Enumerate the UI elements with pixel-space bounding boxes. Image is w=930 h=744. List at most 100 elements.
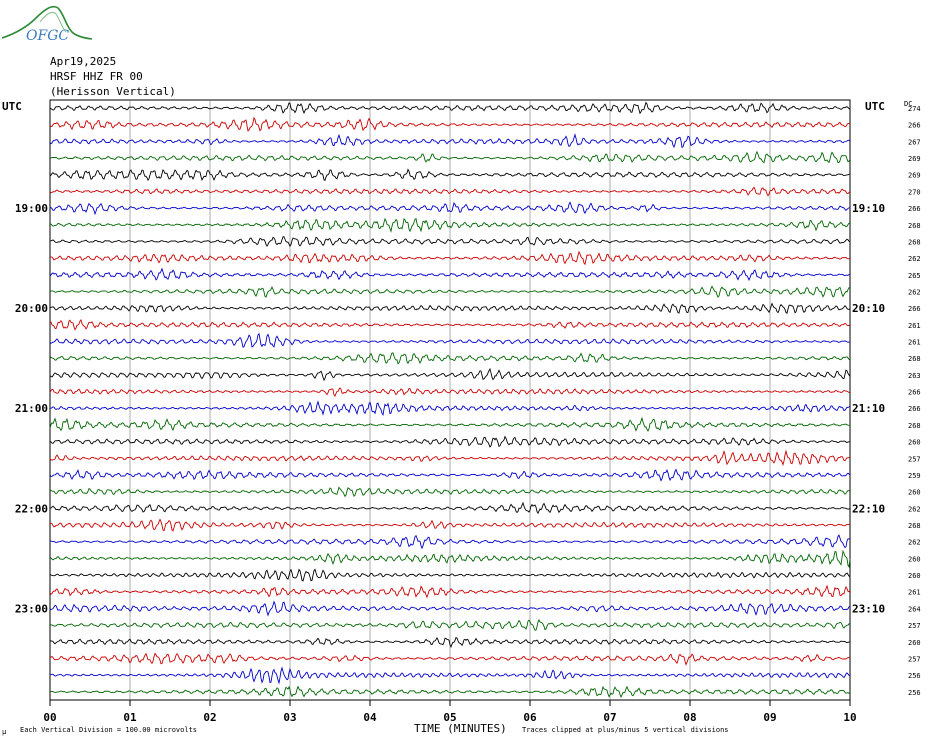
logo-text: OFGC xyxy=(26,28,69,44)
dc-offset-row-4: 269 xyxy=(908,155,921,163)
dc-offset-row-3: 267 xyxy=(908,138,921,146)
trace-row-18 xyxy=(49,387,851,398)
left-time-label-2200: 22:00 xyxy=(15,502,48,515)
dc-offset-row-10: 262 xyxy=(908,255,921,263)
dc-offset-row-18: 266 xyxy=(908,389,921,397)
trace-row-20 xyxy=(49,416,851,432)
left-time-label-2100: 21:00 xyxy=(15,402,48,415)
x-tick-label-09: 09 xyxy=(763,711,776,724)
trace-row-9 xyxy=(49,236,851,248)
trace-row-30 xyxy=(49,584,851,599)
dc-offset-row-29: 260 xyxy=(908,572,921,580)
x-tick-label-10: 10 xyxy=(843,711,856,724)
dc-offset-row-16: 268 xyxy=(908,355,921,363)
left-time-label-2000: 20:00 xyxy=(15,302,48,315)
dc-offset-row-21: 260 xyxy=(908,439,921,447)
trace-row-21 xyxy=(49,435,851,448)
trace-row-17 xyxy=(49,367,851,382)
dc-offset-row-20: 268 xyxy=(908,422,921,430)
dc-offset-row-2: 266 xyxy=(908,122,921,130)
trace-row-15 xyxy=(49,332,851,348)
trace-row-35 xyxy=(49,666,851,685)
seismic-traces xyxy=(49,101,851,699)
dc-offset-row-9: 268 xyxy=(908,238,921,246)
x-axis-ticks: 00 01 02 03 04 05 06 07 08 09 10 xyxy=(43,700,857,724)
dc-offset-row-8: 268 xyxy=(908,222,921,230)
dc-offset-row-11: 265 xyxy=(908,272,921,280)
ofgc-logo: OFGC xyxy=(1,5,93,44)
dc-offset-row-14: 261 xyxy=(908,322,921,330)
logo-hill-shadow xyxy=(39,11,67,33)
dc-offset-row-34: 257 xyxy=(908,655,921,663)
x-tick-label-00: 00 xyxy=(43,711,56,724)
x-tick-label-02: 02 xyxy=(203,711,216,724)
trace-row-25 xyxy=(49,501,851,515)
trace-row-19 xyxy=(49,400,851,417)
trace-row-12 xyxy=(49,285,851,298)
dc-offset-row-28: 260 xyxy=(908,555,921,563)
x-tick-label-07: 07 xyxy=(603,711,616,724)
right-time-label-1910: 19:10 xyxy=(852,202,885,215)
right-time-label-2010: 20:10 xyxy=(852,302,885,315)
dc-offset-row-22: 257 xyxy=(908,455,921,463)
time-labels: 19:00 20:00 21:00 22:00 23:00 19:10 20:10 21:10… xyxy=(15,202,885,615)
scale-note: Each Vertical Division = 100.00 microvol… xyxy=(20,726,197,734)
vertical-grid xyxy=(129,100,771,700)
dc-offset-row-36: 256 xyxy=(908,689,921,697)
trace-row-32 xyxy=(49,618,851,631)
dc-offset-row-15: 261 xyxy=(908,339,921,347)
trace-row-23 xyxy=(49,468,851,482)
x-tick-label-04: 04 xyxy=(363,711,377,724)
dc-offset-row-1: 274 xyxy=(908,105,921,113)
dc-offset-row-27: 262 xyxy=(908,539,921,547)
right-time-label-2210: 22:10 xyxy=(852,502,885,515)
trace-row-22 xyxy=(49,449,851,466)
dc-offset-row-35: 256 xyxy=(908,672,921,680)
dc-offset-row-26: 268 xyxy=(908,522,921,530)
x-tick-label-08: 08 xyxy=(683,711,696,724)
right-time-label-2310: 23:10 xyxy=(852,602,885,615)
trace-row-16 xyxy=(49,352,851,365)
trace-row-2 xyxy=(49,116,851,132)
dc-offset-row-13: 266 xyxy=(908,305,921,313)
dc-offset-row-5: 269 xyxy=(908,172,921,180)
dc-offset-row-33: 260 xyxy=(908,639,921,647)
header-date: Apr19,2025 xyxy=(50,55,116,68)
dc-header-label: DC xyxy=(904,100,912,108)
trace-row-34 xyxy=(49,652,851,666)
utc-right-label: UTC xyxy=(865,100,885,113)
dc-offset-row-25: 262 xyxy=(908,505,921,513)
trace-row-31 xyxy=(49,600,851,617)
trace-row-8 xyxy=(49,217,851,233)
dc-offset-row-17: 263 xyxy=(908,372,921,380)
x-tick-label-06: 06 xyxy=(523,711,537,724)
x-axis-label: TIME (MINUTES) xyxy=(414,722,507,735)
dc-offset-row-31: 264 xyxy=(908,605,921,613)
trace-row-24 xyxy=(49,486,851,498)
trace-row-6 xyxy=(49,186,851,197)
dc-offset-row-6: 270 xyxy=(908,188,921,196)
trace-row-1 xyxy=(49,101,851,115)
trace-row-11 xyxy=(49,267,851,282)
x-tick-label-05: 05 xyxy=(443,711,456,724)
trace-row-26 xyxy=(49,518,851,532)
trace-row-14 xyxy=(49,319,851,331)
left-time-label-1900: 19:00 xyxy=(15,202,48,215)
right-time-label-2110: 21:10 xyxy=(852,402,885,415)
dc-offset-row-7: 266 xyxy=(908,205,921,213)
trace-row-29 xyxy=(49,568,851,582)
dc-offset-row-32: 257 xyxy=(908,622,921,630)
trace-row-36 xyxy=(49,685,851,699)
trace-row-3 xyxy=(49,133,851,149)
dc-offset-row-12: 262 xyxy=(908,288,921,296)
trace-row-10 xyxy=(49,250,851,266)
trace-row-4 xyxy=(49,150,851,164)
dc-offset-column: 274 266 267 269 269 270 266 268 268 262 265 262 266 2… xyxy=(908,105,921,697)
trace-row-5 xyxy=(49,168,851,182)
x-tick-label-01: 01 xyxy=(123,711,137,724)
clip-note: Traces clipped at plus/minus 5 vertical … xyxy=(522,726,729,734)
header-site: (Herisson Vertical) xyxy=(50,85,176,98)
dc-offset-row-30: 261 xyxy=(908,589,921,597)
trace-row-7 xyxy=(49,201,851,216)
